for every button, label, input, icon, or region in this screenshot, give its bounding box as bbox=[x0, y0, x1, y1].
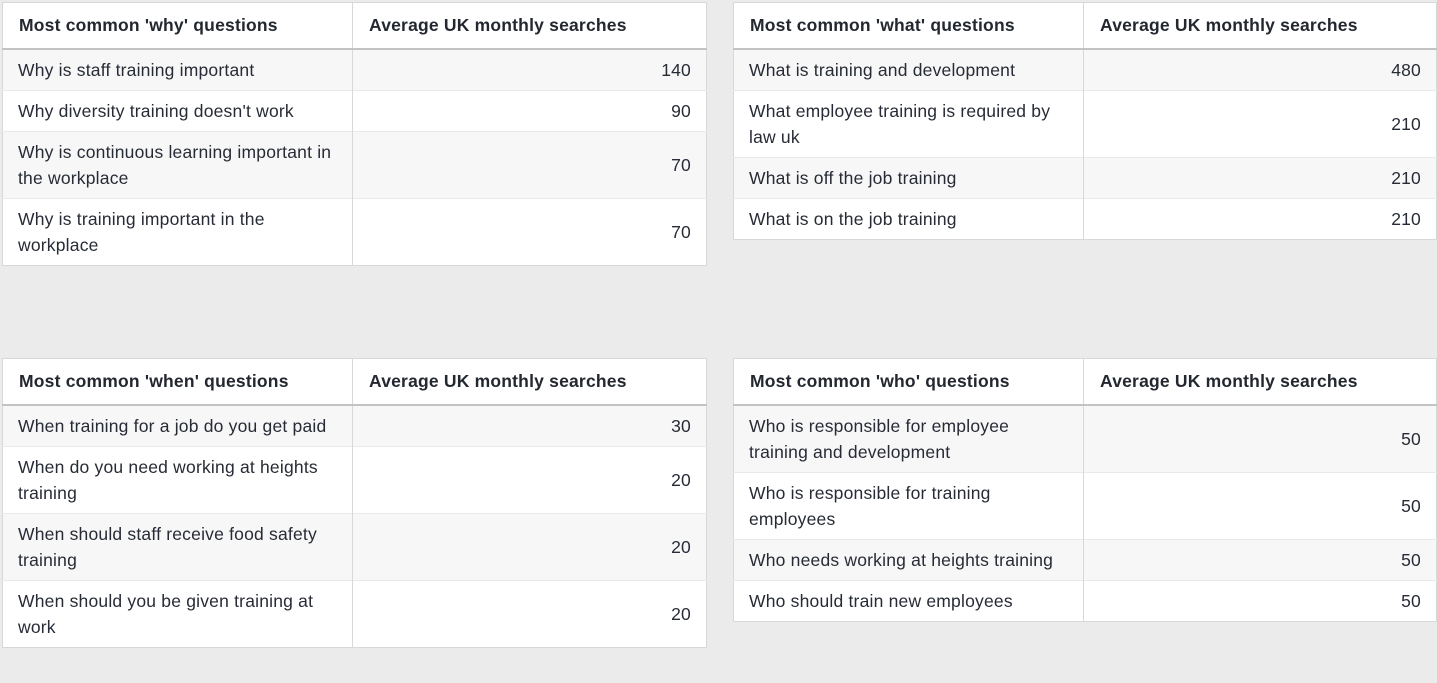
question-cell: Who is responsible for training employee… bbox=[733, 472, 1084, 540]
searches-cell: 210 bbox=[1083, 198, 1437, 240]
column-header-searches: Average UK monthly searches bbox=[1083, 2, 1437, 50]
column-header-searches: Average UK monthly searches bbox=[352, 358, 707, 406]
question-cell: When should you be given training at wor… bbox=[2, 580, 353, 648]
why-questions-table-container: Most common 'why' questions Average UK m… bbox=[2, 2, 707, 266]
searches-cell: 70 bbox=[352, 131, 707, 199]
question-cell: Who should train new employees bbox=[733, 580, 1084, 622]
table-header-row: Most common 'what' questions Average UK … bbox=[733, 2, 1437, 50]
table-row: What is on the job training 210 bbox=[733, 198, 1437, 240]
searches-cell: 210 bbox=[1083, 90, 1437, 158]
table-row: What employee training is required by la… bbox=[733, 90, 1437, 158]
table-row: Why is continuous learning important in … bbox=[2, 131, 707, 199]
table-header-row: Most common 'who' questions Average UK m… bbox=[733, 358, 1437, 406]
column-header-searches: Average UK monthly searches bbox=[352, 2, 707, 50]
question-cell: Why diversity training doesn't work bbox=[2, 90, 353, 132]
what-questions-table-container: Most common 'what' questions Average UK … bbox=[733, 2, 1437, 240]
searches-cell: 50 bbox=[1083, 580, 1437, 622]
question-cell: Why is training important in the workpla… bbox=[2, 198, 353, 266]
question-cell: When should staff receive food safety tr… bbox=[2, 513, 353, 581]
why-questions-table: Most common 'why' questions Average UK m… bbox=[2, 2, 707, 266]
table-row: Who should train new employees 50 bbox=[733, 580, 1437, 622]
table-row: Who is responsible for training employee… bbox=[733, 472, 1437, 540]
searches-cell: 70 bbox=[352, 198, 707, 266]
searches-cell: 50 bbox=[1083, 405, 1437, 473]
table-row: When do you need working at heights trai… bbox=[2, 446, 707, 514]
question-cell: What is training and development bbox=[749, 60, 1016, 80]
column-header-question: Most common 'who' questions bbox=[733, 358, 1084, 406]
table-row: When training for a job do you get paid … bbox=[2, 405, 707, 447]
question-cell: What is off the job training bbox=[733, 157, 1084, 199]
table-row: Why is staff training important 140 bbox=[2, 49, 707, 91]
searches-cell: 210 bbox=[1083, 157, 1437, 199]
question-cell: What is on the job training bbox=[733, 198, 1084, 240]
searches-cell: 30 bbox=[352, 405, 707, 447]
searches-cell: 50 bbox=[1083, 539, 1437, 581]
column-header-question: Most common 'what' questions bbox=[733, 2, 1084, 50]
searches-cell: 20 bbox=[352, 446, 707, 514]
question-cell: When do you need working at heights trai… bbox=[2, 446, 353, 514]
who-questions-table-container: Most common 'who' questions Average UK m… bbox=[733, 358, 1437, 622]
table-row: When should you be given training at wor… bbox=[2, 580, 707, 648]
searches-cell: 90 bbox=[352, 90, 707, 132]
when-questions-table: Most common 'when' questions Average UK … bbox=[2, 358, 707, 648]
what-questions-table: Most common 'what' questions Average UK … bbox=[733, 2, 1437, 240]
table-row: Who needs working at heights training 50 bbox=[733, 539, 1437, 581]
table-header-row: Most common 'when' questions Average UK … bbox=[2, 358, 707, 406]
searches-cell: 50 bbox=[1083, 472, 1437, 540]
question-cell: What employee training is required by la… bbox=[733, 90, 1084, 158]
table-row: Why is training important in the workpla… bbox=[2, 198, 707, 266]
table-row: What is off the job training 210 bbox=[733, 157, 1437, 199]
searches-cell: 140 bbox=[352, 49, 707, 91]
searches-cell: 20 bbox=[352, 580, 707, 648]
question-cell: Why is continuous learning important in … bbox=[2, 131, 353, 199]
question-cell: Who is responsible for employee training… bbox=[749, 416, 1010, 462]
table-row: Why diversity training doesn't work 90 bbox=[2, 90, 707, 132]
question-cell: Why is staff training important bbox=[18, 60, 255, 80]
column-header-searches: Average UK monthly searches bbox=[1083, 358, 1437, 406]
searches-cell: 20 bbox=[352, 513, 707, 581]
column-header-question: Most common 'why' questions bbox=[2, 2, 353, 50]
who-questions-table: Most common 'who' questions Average UK m… bbox=[733, 358, 1437, 622]
table-row: When should staff receive food safety tr… bbox=[2, 513, 707, 581]
table-header-row: Most common 'why' questions Average UK m… bbox=[2, 2, 707, 50]
question-cell: When training for a job do you get paid bbox=[18, 416, 327, 436]
question-cell: Who needs working at heights training bbox=[733, 539, 1084, 581]
column-header-question: Most common 'when' questions bbox=[2, 358, 353, 406]
table-row: Who is responsible for employee training… bbox=[733, 405, 1437, 473]
searches-cell: 480 bbox=[1083, 49, 1437, 91]
table-row: What is training and development 480 bbox=[733, 49, 1437, 91]
when-questions-table-container: Most common 'when' questions Average UK … bbox=[2, 358, 707, 648]
